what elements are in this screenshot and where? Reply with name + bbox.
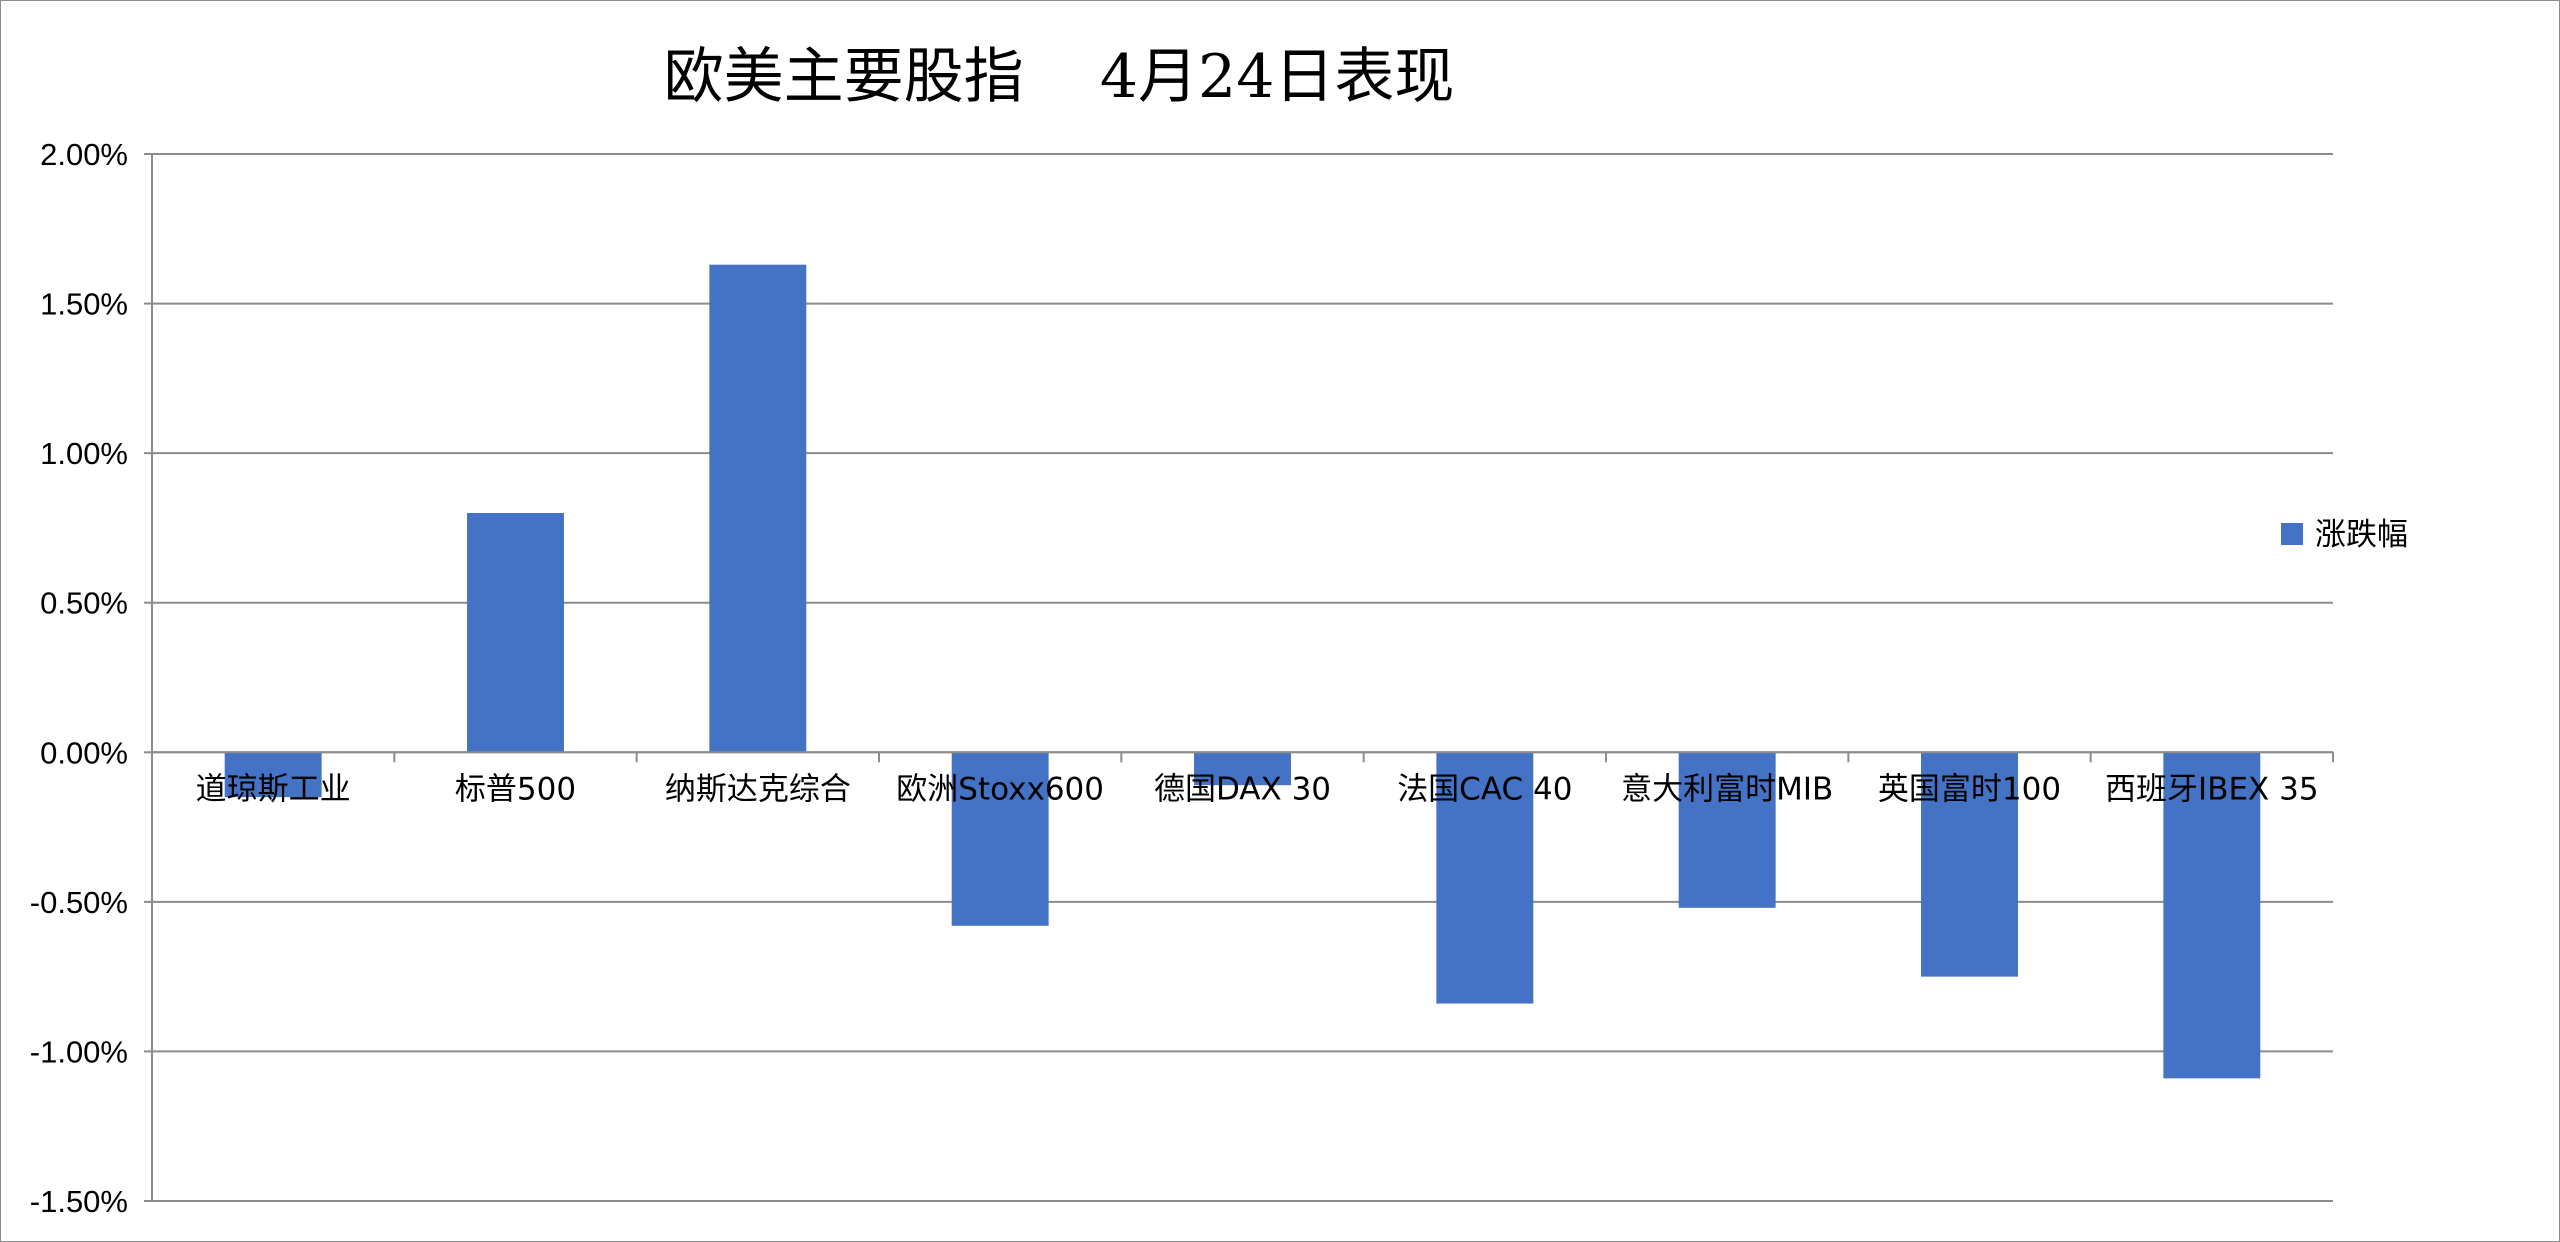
bar bbox=[224, 752, 322, 798]
bar bbox=[1678, 752, 1776, 908]
y-tick-label: -1.50% bbox=[30, 1184, 128, 1219]
category-label: 西班牙IBEX 35 bbox=[2105, 771, 2319, 807]
category-labels: 道琼斯工业 标普500 纳斯达克综合 欧洲Stoxx600 德国DAX 30 法国CAC … bbox=[196, 771, 2319, 807]
bar bbox=[1921, 752, 2018, 977]
bar bbox=[951, 752, 1049, 926]
bar bbox=[2163, 752, 2261, 1079]
category-label: 德国DAX 30 bbox=[1154, 771, 1331, 807]
category-label: 欧洲Stoxx600 bbox=[896, 771, 1104, 807]
y-tick-label: 1.00% bbox=[40, 436, 128, 471]
category-label: 英国富时100 bbox=[1878, 771, 2061, 807]
category-label: 标普500 bbox=[455, 771, 576, 807]
bars bbox=[224, 264, 2261, 1079]
y-tick-label: -0.50% bbox=[30, 885, 128, 920]
category-label: 意大利富时MIB bbox=[1621, 771, 1833, 807]
category-label: 纳斯达克综合 bbox=[665, 771, 851, 807]
legend: 涨跌幅 bbox=[2281, 517, 2408, 553]
y-tick-label: 1.50% bbox=[40, 287, 128, 322]
legend-swatch bbox=[2281, 523, 2303, 545]
chart-title: 欧美主要股指 4月24日表现 bbox=[664, 42, 1455, 112]
category-label: 道琼斯工业 bbox=[196, 771, 351, 807]
y-tick-label: 0.50% bbox=[40, 586, 128, 621]
bar bbox=[1436, 752, 1534, 1004]
bar bbox=[709, 264, 807, 753]
y-tick-label: 0.00% bbox=[40, 735, 128, 770]
category-label: 法国CAC 40 bbox=[1397, 771, 1572, 807]
legend-label-series: 涨跌幅 bbox=[2315, 517, 2408, 553]
y-tick-label: -1.00% bbox=[30, 1034, 128, 1069]
y-tick-label: 2.00% bbox=[40, 137, 128, 172]
bar bbox=[467, 512, 564, 753]
bar bbox=[1194, 752, 1291, 786]
axes: 2.00% 1.50% 1.00% 0.50% 0.00% -0.50% -1.00% -1.… bbox=[30, 137, 2334, 1219]
